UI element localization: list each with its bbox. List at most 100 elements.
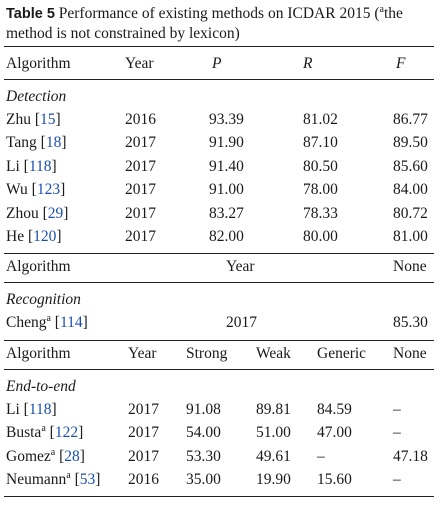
header-algorithm: Algorithm — [6, 345, 71, 362]
citation-bracket-close: ] — [95, 471, 101, 489]
none-cell: 85.30 — [393, 314, 428, 331]
citation-bracket-close: ] — [78, 424, 84, 442]
header-year: Year — [128, 345, 157, 362]
header-year: Year — [125, 55, 154, 72]
year-cell: 2017 — [128, 424, 159, 442]
footnote-mark: a — [41, 423, 46, 435]
algorithm-cell: Zhou [29] — [6, 205, 68, 223]
header-none: None — [393, 258, 427, 275]
year-cell: 2017 — [128, 447, 159, 465]
citation-bracket-open: [ — [27, 228, 34, 245]
precision-cell: 83.27 — [209, 204, 244, 222]
fmeasure-cell: 86.77 — [393, 111, 428, 128]
header-none: None — [393, 345, 427, 362]
table-row: Bustaa [122] 2017 54.00 51.00 47.00 – — [0, 424, 440, 446]
section-label-end-to-end: End-to-end — [6, 378, 76, 395]
fmeasure-cell: 84.00 — [393, 181, 428, 199]
fmeasure-cell: 85.60 — [393, 157, 428, 175]
year-cell: 2017 — [125, 181, 156, 199]
year-cell: 2017 — [226, 314, 257, 331]
recall-cell: 78.00 — [303, 181, 338, 199]
citation-link[interactable]: 53 — [79, 471, 96, 489]
none-cell: – — [393, 401, 401, 418]
recall-cell: 80.00 — [303, 228, 338, 245]
precision-cell: 91.90 — [209, 134, 244, 152]
precision-cell: 91.00 — [209, 181, 244, 199]
table-caption: Table 5 Performance of existing methods … — [6, 4, 436, 43]
citation-link[interactable]: 118 — [28, 401, 52, 418]
algorithm-name: Busta — [6, 424, 42, 442]
citation-bracket-close: ] — [60, 181, 66, 199]
algorithm-name: Wu — [6, 181, 28, 199]
citation-link[interactable]: 123 — [36, 181, 61, 199]
weak-cell: 51.00 — [256, 424, 291, 442]
citation-link[interactable]: 122 — [54, 424, 79, 442]
year-cell: 2016 — [125, 111, 156, 128]
header-precision: P — [212, 55, 222, 72]
none-cell: – — [393, 424, 401, 442]
citation-link[interactable]: 18 — [45, 134, 62, 152]
citation-link[interactable]: 28 — [64, 447, 80, 465]
recognition-bottom-rule — [4, 340, 434, 341]
footnote-mark: a — [46, 313, 51, 324]
citation-bracket-open: [ — [49, 424, 55, 442]
fmeasure-cell: 80.72 — [393, 204, 428, 222]
strong-cell: 35.00 — [186, 471, 221, 489]
e2e-header-row: Algorithm Year Strong Weak Generic None — [0, 345, 440, 367]
footnote-mark: a — [50, 446, 56, 458]
algorithm-name: Neumann — [6, 471, 67, 489]
detection-header-rule — [4, 79, 434, 80]
citation-link[interactable]: 15 — [40, 111, 56, 128]
table-row: Gomeza [28] 2017 53.30 49.61 – 47.18 — [0, 446, 440, 470]
algorithm-name: Zhu — [6, 111, 31, 128]
header-fmeasure: F — [396, 55, 406, 72]
algorithm-name: Cheng — [6, 314, 47, 331]
citation-bracket-close: ] — [79, 447, 85, 465]
citation-bracket-close: ] — [55, 111, 61, 128]
citation-bracket-close: ] — [82, 314, 88, 331]
caption-text: Performance of existing methods on ICDAR… — [58, 5, 380, 22]
caption-footnote-mark: a — [379, 4, 384, 15]
citation-bracket-open: [ — [31, 181, 37, 199]
table-row: Tang [18] 2017 91.90 87.10 89.50 — [0, 134, 440, 156]
citation-link[interactable]: 29 — [47, 204, 64, 222]
weak-cell: 89.81 — [256, 401, 291, 418]
table-top-rule — [4, 46, 434, 47]
citation-bracket-close: ] — [56, 228, 62, 245]
header-algorithm: Algorithm — [6, 258, 71, 275]
strong-cell: 91.08 — [186, 401, 221, 418]
citation-link[interactable]: 120 — [33, 228, 57, 245]
header-generic: Generic — [317, 345, 367, 362]
recall-cell: 78.33 — [303, 204, 338, 222]
citation-link[interactable]: 118 — [28, 157, 52, 175]
citation-link[interactable]: 114 — [59, 314, 83, 331]
algorithm-cell: He [120] — [6, 228, 62, 246]
citation-bracket-close: ] — [61, 134, 67, 152]
algorithm-cell: Gomeza [28] — [6, 446, 85, 466]
generic-cell: 47.00 — [317, 424, 352, 442]
header-recall: R — [303, 55, 313, 72]
detection-bottom-rule — [4, 253, 434, 254]
citation-bracket-close: ] — [51, 157, 57, 175]
table-row: Li [118] 2017 91.08 89.81 84.59 – — [0, 401, 440, 423]
citation-bracket-open: [ — [42, 204, 48, 222]
table-label: Table 5 — [6, 6, 55, 22]
algorithm-cell: Tang [18] — [6, 134, 66, 152]
algorithm-name: Zhou — [6, 204, 39, 222]
algorithm-cell: Chenga [114] — [6, 314, 88, 332]
recall-cell: 87.10 — [303, 134, 338, 152]
header-weak: Weak — [256, 345, 291, 362]
algorithm-name: Gomez — [6, 447, 51, 465]
footnote-mark: a — [66, 470, 71, 482]
precision-cell: 93.39 — [209, 111, 244, 128]
none-cell: – — [393, 471, 401, 489]
header-algorithm: Algorithm — [6, 55, 71, 72]
table-row: Zhu [15] 2016 93.39 81.02 86.77 — [0, 111, 440, 133]
precision-cell: 82.00 — [209, 228, 244, 245]
citation-bracket-close: ] — [51, 401, 57, 418]
citation-bracket-open: [ — [40, 134, 46, 152]
header-strong: Strong — [186, 345, 228, 362]
table-row: He [120] 2017 82.00 80.00 81.00 — [0, 228, 440, 250]
header-year: Year — [226, 258, 255, 275]
precision-cell: 91.40 — [209, 157, 244, 175]
